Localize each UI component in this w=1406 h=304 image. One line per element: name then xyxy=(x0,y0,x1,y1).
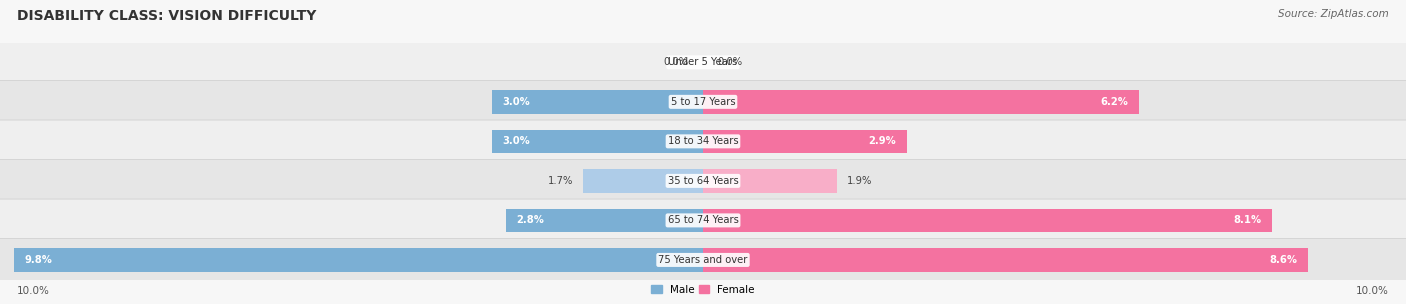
FancyBboxPatch shape xyxy=(0,81,1406,123)
Bar xyxy=(14,248,703,272)
FancyBboxPatch shape xyxy=(0,239,1406,281)
Text: DISABILITY CLASS: VISION DIFFICULTY: DISABILITY CLASS: VISION DIFFICULTY xyxy=(17,9,316,23)
Text: 9.8%: 9.8% xyxy=(25,255,52,265)
Bar xyxy=(492,90,703,114)
Text: 2.9%: 2.9% xyxy=(869,136,897,146)
FancyBboxPatch shape xyxy=(0,160,1406,202)
FancyBboxPatch shape xyxy=(0,120,1406,163)
Text: 0.0%: 0.0% xyxy=(717,57,742,67)
Text: 3.0%: 3.0% xyxy=(503,97,530,107)
Text: 10.0%: 10.0% xyxy=(1357,286,1389,296)
Text: 2.8%: 2.8% xyxy=(517,216,544,225)
Legend: Male, Female: Male, Female xyxy=(647,281,759,299)
Text: 10.0%: 10.0% xyxy=(17,286,49,296)
Text: 65 to 74 Years: 65 to 74 Years xyxy=(668,216,738,225)
Text: 18 to 34 Years: 18 to 34 Years xyxy=(668,136,738,146)
Bar xyxy=(506,209,703,232)
Bar xyxy=(492,130,703,153)
Text: 8.1%: 8.1% xyxy=(1233,216,1261,225)
Bar xyxy=(703,209,1272,232)
FancyBboxPatch shape xyxy=(0,199,1406,242)
Text: 5 to 17 Years: 5 to 17 Years xyxy=(671,97,735,107)
Bar xyxy=(703,130,907,153)
Bar xyxy=(583,169,703,193)
Text: 0.0%: 0.0% xyxy=(664,57,689,67)
Bar xyxy=(703,169,837,193)
Text: Under 5 Years: Under 5 Years xyxy=(668,57,738,67)
Text: 6.2%: 6.2% xyxy=(1101,97,1129,107)
Text: 1.7%: 1.7% xyxy=(547,176,574,186)
FancyBboxPatch shape xyxy=(0,41,1406,84)
Text: 8.6%: 8.6% xyxy=(1270,255,1296,265)
Text: 1.9%: 1.9% xyxy=(846,176,873,186)
Text: 75 Years and over: 75 Years and over xyxy=(658,255,748,265)
Text: Source: ZipAtlas.com: Source: ZipAtlas.com xyxy=(1278,9,1389,19)
Text: 35 to 64 Years: 35 to 64 Years xyxy=(668,176,738,186)
Text: 3.0%: 3.0% xyxy=(503,136,530,146)
Bar xyxy=(703,248,1308,272)
Bar xyxy=(703,90,1139,114)
